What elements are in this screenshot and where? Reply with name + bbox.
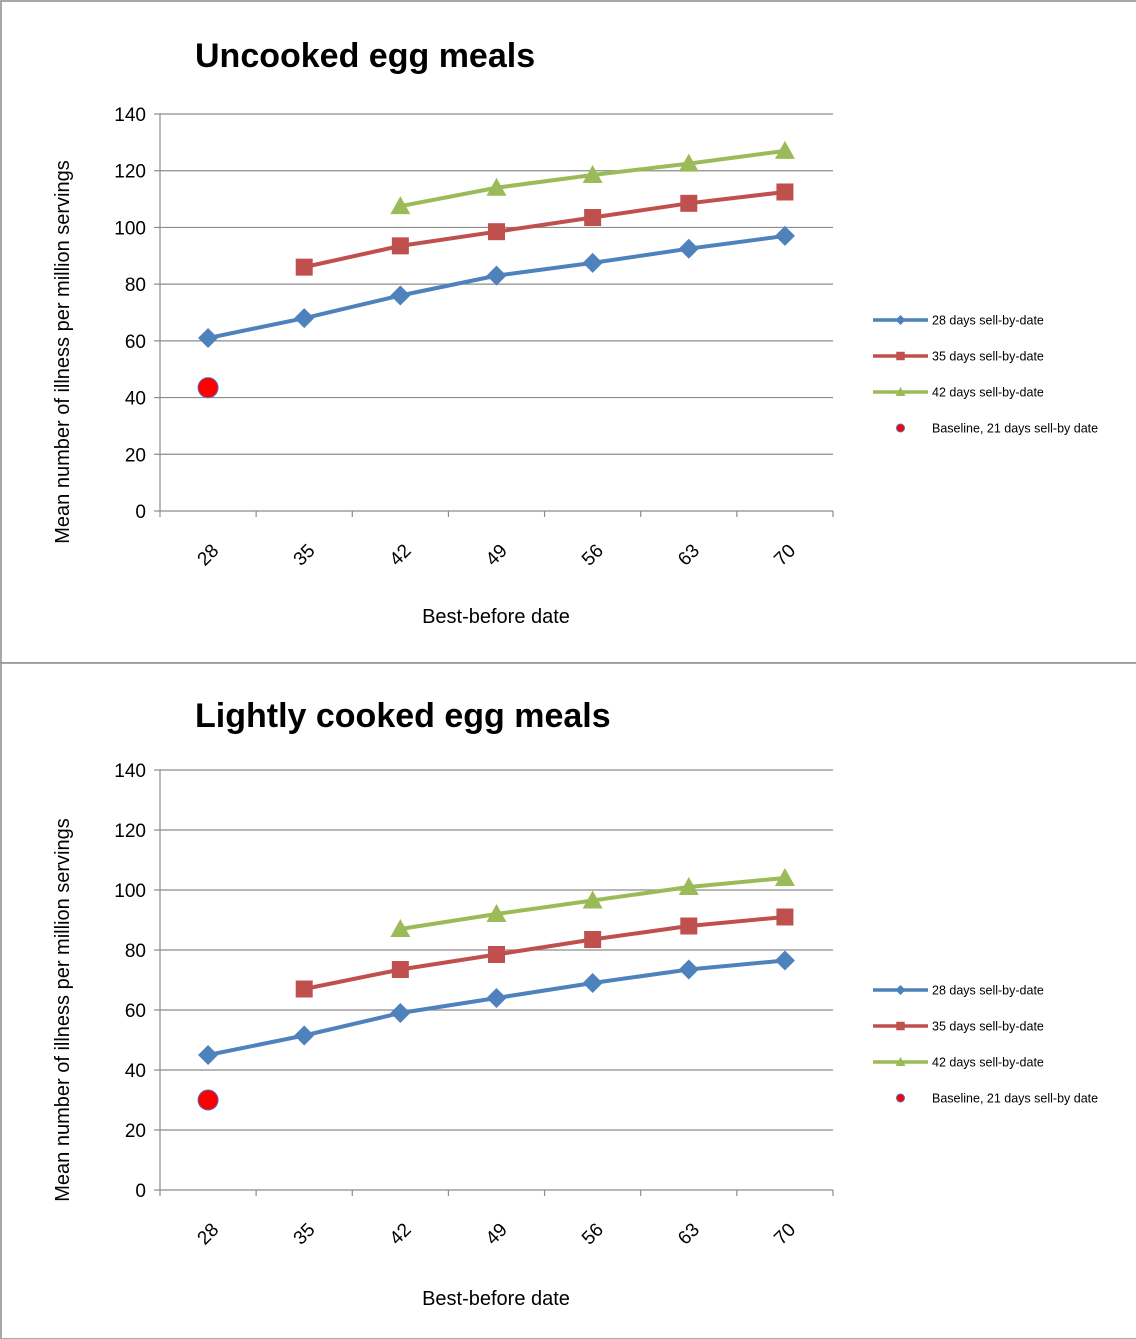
data-point bbox=[392, 961, 409, 978]
data-point bbox=[198, 378, 218, 398]
chart-title: Uncooked egg meals bbox=[195, 37, 535, 75]
chart-title: Lightly cooked egg meals bbox=[195, 697, 611, 735]
data-point bbox=[776, 183, 793, 200]
data-point bbox=[680, 195, 697, 212]
legend-label: 28 days sell-by-date bbox=[932, 984, 1044, 998]
y-tick-label: 80 bbox=[125, 941, 146, 962]
y-tick-label: 40 bbox=[125, 389, 146, 410]
legend-label: 42 days sell-by-date bbox=[932, 386, 1044, 400]
data-point bbox=[296, 259, 313, 276]
legend-label: 35 days sell-by-date bbox=[932, 1020, 1044, 1034]
data-point bbox=[680, 918, 697, 935]
legend-label: 35 days sell-by-date bbox=[932, 350, 1044, 364]
x-axis-label: Best-before date bbox=[422, 606, 570, 628]
chart-frame bbox=[1, 663, 1136, 1339]
data-point bbox=[584, 931, 601, 948]
chart-lightly-cooked: Lightly cooked egg meals 0 20 40 60 80 100 120… bbox=[1, 663, 1136, 1339]
chart-uncooked: Uncooked egg meals 0 20 40 60 80 100 120 140 28… bbox=[1, 1, 1136, 663]
y-tick-label: 60 bbox=[125, 332, 146, 353]
legend-marker bbox=[896, 1022, 905, 1031]
data-point bbox=[296, 981, 313, 998]
legend-marker bbox=[896, 352, 905, 361]
series-baseline-21-days-sell-by-date bbox=[198, 1090, 218, 1110]
y-tick-label: 140 bbox=[114, 105, 146, 126]
y-tick-label: 0 bbox=[135, 1181, 146, 1202]
legend-label: 28 days sell-by-date bbox=[932, 314, 1044, 328]
y-tick-label: 120 bbox=[114, 821, 146, 842]
legend-marker bbox=[897, 424, 905, 432]
x-axis-label: Best-before date bbox=[422, 1288, 570, 1310]
data-point bbox=[584, 209, 601, 226]
legend-label: Baseline, 21 days sell-by date bbox=[932, 422, 1098, 436]
data-point bbox=[392, 237, 409, 254]
y-tick-label: 80 bbox=[125, 275, 146, 296]
data-point bbox=[488, 946, 505, 963]
y-tick-label: 140 bbox=[114, 761, 146, 782]
y-axis-label: Mean number of illness per million servi… bbox=[52, 818, 74, 1202]
chart-frame bbox=[1, 1, 1136, 663]
data-point bbox=[488, 223, 505, 240]
legend-label: 42 days sell-by-date bbox=[932, 1056, 1044, 1070]
series-baseline-21-days-sell-by-date bbox=[198, 378, 218, 398]
y-tick-label: 40 bbox=[125, 1061, 146, 1082]
y-tick-label: 20 bbox=[125, 445, 146, 466]
y-tick-label: 60 bbox=[125, 1001, 146, 1022]
y-tick-label: 20 bbox=[125, 1121, 146, 1142]
legend-marker bbox=[897, 1094, 905, 1102]
data-point bbox=[776, 909, 793, 926]
y-tick-label: 120 bbox=[114, 162, 146, 183]
y-tick-label: 0 bbox=[135, 502, 146, 523]
y-tick-label: 100 bbox=[114, 218, 146, 239]
legend-label: Baseline, 21 days sell-by date bbox=[932, 1092, 1098, 1106]
y-tick-label: 100 bbox=[114, 881, 146, 902]
data-point bbox=[198, 1090, 218, 1110]
y-axis-label: Mean number of illness per million servi… bbox=[52, 160, 74, 544]
